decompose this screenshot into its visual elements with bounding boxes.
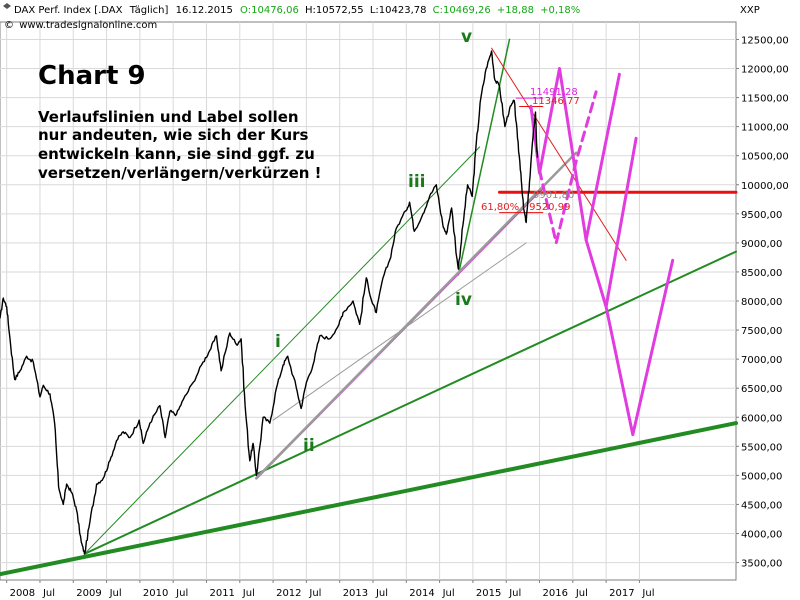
x-tick-label: Jul [375,588,388,599]
website-label: www.tradesignalonline.com [19,20,157,31]
change-percent: +0,18% [540,5,580,16]
wave-label-iii: iii [408,172,425,192]
x-tick-label: Jul [42,588,55,599]
y-tick-label: 6500,00 [741,384,782,395]
svg-text:© www.tradesignalonline.: © www.tradesignalonline.com [4,20,157,31]
x-tick-label: 2013 [343,588,368,599]
note-line-3: entwickeln kann, sie sind ggf. zu [38,145,315,163]
annotation-line [84,146,481,555]
wave-label-iv: iv [455,290,472,310]
y-tick-label: 9000,00 [741,239,782,250]
note-line-2: nur andeuten, wie sich der Kurs [38,126,309,144]
period-label: Täglich] [129,5,169,16]
y-tick-label: 8500,00 [741,268,782,279]
x-tick-label: Jul [308,588,321,599]
open-value: O:10476,06 [240,5,299,16]
grid [0,22,736,580]
x-axis: 2008 Jul 2009 Jul 2010 Jul 2011 Jul 2012 Jul 2013 J… [6,580,654,599]
y-tick-label: 3500,00 [741,559,782,570]
annotation-line [272,242,527,421]
y-tick-label: 7500,00 [741,326,782,337]
x-tick-label: 2015 [476,588,501,599]
x-tick-label: 2014 [409,588,434,599]
price-line [0,50,539,555]
annotation-line [457,38,511,276]
x-tick-label: 2012 [276,588,301,599]
instrument-name: DAX Perf. Index [.DAX [14,5,123,16]
change-value: +18,88 [497,5,534,16]
x-tick-label: 2009 [76,588,101,599]
date-label: 16.12.2015 [176,5,233,16]
annotation-lines [0,38,738,577]
y-tick-label: 12500,00 [741,35,789,46]
note-line-1: Verlaufslinien und Label sollen [38,108,299,126]
axis-symbol: XXP [740,5,760,16]
x-tick-label: Jul [242,588,255,599]
svg-text:DAX Perf. Index [.DAX Tä: DAX Perf. Index [.DAX Täglich] 16.12.201… [14,5,580,16]
x-tick-label: 2017 [609,588,634,599]
high-value: H:10572,55 [305,5,364,16]
x-tick-label: Jul [575,588,588,599]
y-tick-label: 10500,00 [741,152,789,163]
y-tick-label: 8000,00 [741,297,782,308]
wave-label-v: v [461,27,472,47]
x-tick-label: Jul [508,588,521,599]
copyright-icon: © [4,20,14,31]
annotation-line [0,421,738,577]
x-tick-label: 2008 [10,588,35,599]
y-tick-label: 12000,00 [741,65,789,76]
y-tick-label: 10000,00 [741,181,789,192]
annotation-line [604,258,675,437]
x-tick-label: Jul [109,588,122,599]
y-tick-label: 7000,00 [741,355,782,366]
y-tick-label: 11500,00 [741,94,789,105]
price-series [0,50,539,555]
annotation-line [83,250,737,555]
wave-label-i: i [275,332,281,352]
level-label-11346: 11346,77 [532,96,580,107]
x-tick-label: 2016 [543,588,568,599]
y-tick-label: 9500,00 [741,210,782,221]
x-tick-label: 2010 [143,588,168,599]
y-axis: 3500,00 4000,00 4500,00 5000,00 5500,00 6000,… [736,35,789,570]
y-tick-label: 5500,00 [741,442,782,453]
y-tick-label: 4500,00 [741,500,782,511]
chart-annotation-title: Chart 9 [38,61,146,91]
y-tick-label: 6000,00 [741,413,782,424]
chart-type-icon [3,3,11,9]
annotation-line [491,47,627,261]
note-line-4: versetzen/verlängern/verkürzen ! [38,164,321,182]
y-tick-label: 4000,00 [741,530,782,541]
wave-label-ii: ii [303,436,315,456]
level-label-9901: 9901,80 [533,190,574,201]
close-value: C:10469,26 [433,5,491,16]
x-tick-label: Jul [641,588,654,599]
low-value: L:10423,78 [370,5,427,16]
y-tick-label: 11000,00 [741,123,789,134]
level-label-11491: 11491,28 [530,87,578,98]
annotation-line [538,90,598,245]
y-tick-label: 5000,00 [741,471,782,482]
x-tick-label: 2011 [209,588,234,599]
x-tick-label: Jul [442,588,455,599]
x-tick-label: Jul [175,588,188,599]
level-label-fib-618: 61,80% - 9520,99 [481,202,570,213]
chart-header: DAX Perf. Index [.DAX Täglich] 16.12.201… [3,3,760,31]
